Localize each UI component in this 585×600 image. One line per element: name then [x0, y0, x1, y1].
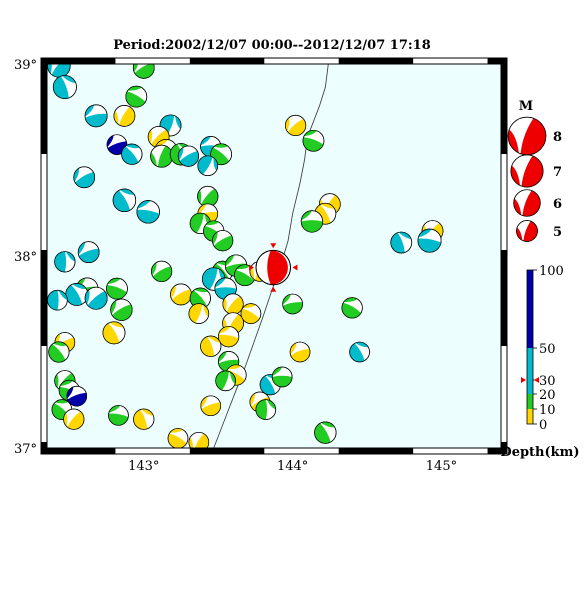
magnitude-legend-ball — [513, 189, 541, 217]
event-beachball — [150, 144, 174, 168]
event-beachball — [197, 185, 219, 208]
depth-tick-label: 50 — [539, 342, 556, 357]
event-beachball — [125, 85, 148, 108]
event-beachball — [110, 298, 133, 321]
event-beachball — [212, 230, 234, 252]
map-area — [40, 57, 508, 455]
event-beachball — [65, 282, 89, 306]
lat-tick-label: 39° — [14, 58, 37, 73]
event-beachball — [271, 366, 293, 388]
event-beachball — [63, 408, 85, 430]
event-beachball — [289, 341, 311, 363]
lon-tick-label: 145° — [426, 459, 457, 474]
event-beachball — [84, 286, 108, 310]
event-beachball — [84, 104, 108, 128]
depth-tick-label: 0 — [539, 418, 547, 433]
latest-event — [249, 243, 298, 292]
event-beachball — [73, 166, 96, 189]
event-beachball — [77, 241, 100, 264]
event-marker-triangle — [270, 286, 277, 292]
event-beachball — [300, 210, 324, 233]
lat-tick-label: 37° — [14, 442, 37, 457]
event-layer — [47, 64, 444, 448]
depth-color-band — [527, 348, 533, 394]
event-beachball — [210, 143, 233, 166]
depth-colorbar-frame — [526, 269, 534, 425]
event-beachball — [215, 370, 236, 392]
event-beachball — [218, 351, 240, 373]
event-beachball — [302, 129, 325, 152]
period-title: Period:2002/12/07 00:00--2012/12/07 17:1… — [113, 38, 431, 53]
event-beachball — [200, 395, 222, 417]
depth-legend-label: Depth(km) — [500, 445, 579, 460]
axis-labels: 143° 144° 145° 39° 38° 37° — [14, 58, 457, 474]
event-beachball — [177, 145, 199, 167]
event-beachball — [341, 297, 363, 319]
map-frame — [40, 57, 508, 455]
event-beachball — [47, 289, 68, 311]
event-beachball — [108, 405, 129, 426]
event-beachball — [136, 200, 160, 224]
event-beachball — [132, 64, 155, 79]
event-beachball — [390, 231, 413, 254]
event-marker-triangle — [249, 264, 255, 271]
lon-tick-label: 144° — [277, 459, 308, 474]
depth-marker-right — [534, 377, 539, 383]
event-beachball — [255, 399, 277, 420]
event-beachball — [240, 303, 262, 324]
event-beachball — [167, 428, 189, 448]
event-marker-triangle — [292, 264, 298, 271]
event-beachball — [47, 64, 71, 78]
magnitude-legend-ball — [516, 220, 538, 242]
event-beachball — [113, 104, 136, 127]
depth-color-band — [527, 394, 533, 409]
lon-tick-label: 143° — [128, 459, 159, 474]
event-beachball — [200, 335, 222, 357]
depth-tick-label: 20 — [539, 388, 556, 403]
event-beachball — [349, 341, 370, 363]
depth-tick-label: 10 — [539, 403, 556, 418]
depth-marker-left — [521, 377, 526, 383]
event-beachball — [106, 277, 128, 300]
magnitude-legend-label: 8 — [553, 130, 562, 145]
event-beachball — [203, 220, 225, 242]
event-beachball — [218, 326, 240, 348]
event-beachball — [285, 114, 307, 137]
magnitude-legend-label: 6 — [553, 197, 562, 212]
event-beachball — [417, 228, 442, 253]
depth-tick-label: 30 — [539, 374, 556, 389]
depth-color-band — [527, 409, 533, 424]
depth-color-band — [527, 270, 533, 348]
event-beachball — [52, 75, 77, 100]
event-beachball — [188, 303, 210, 324]
magnitude-legend-ball — [507, 116, 547, 156]
magnitude-legend-ball — [510, 154, 544, 188]
event-beachball — [189, 287, 211, 309]
event-beachball — [282, 293, 303, 315]
event-beachball — [197, 155, 219, 177]
magnitude-legend-title: M — [519, 99, 533, 114]
event-beachball — [102, 321, 126, 345]
event-beachball — [151, 260, 173, 282]
lat-tick-label: 38° — [14, 250, 37, 265]
event-beachball — [121, 143, 143, 165]
event-beachball — [66, 385, 88, 407]
event-beachball — [314, 421, 337, 444]
depth-tick-label: 100 — [539, 264, 564, 279]
event-beachball — [54, 251, 76, 273]
magnitude-legend-label: 7 — [553, 165, 562, 180]
magnitude-legend-label: 5 — [553, 225, 562, 240]
magnitude-legend: M 8 7 6 5 — [507, 99, 562, 242]
event-beachball — [133, 408, 155, 430]
event-beachball — [48, 341, 70, 363]
event-beachball — [112, 188, 137, 213]
event-marker-triangle — [270, 243, 277, 249]
event-beachball — [222, 293, 244, 315]
